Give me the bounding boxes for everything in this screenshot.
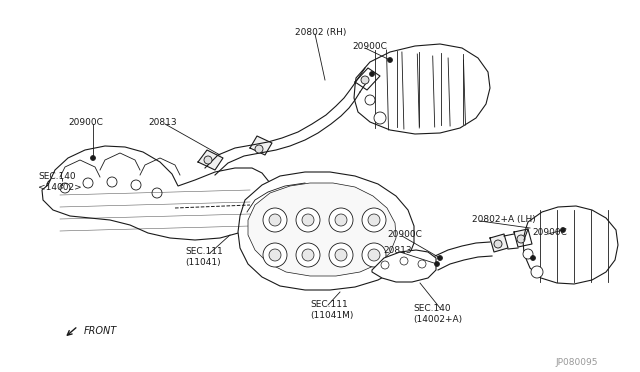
Polygon shape	[523, 206, 618, 284]
Polygon shape	[198, 150, 223, 170]
Circle shape	[335, 249, 347, 261]
Polygon shape	[435, 242, 492, 270]
Circle shape	[361, 76, 369, 84]
Circle shape	[60, 183, 70, 193]
Circle shape	[387, 58, 392, 62]
Polygon shape	[490, 234, 508, 252]
Polygon shape	[250, 136, 272, 155]
Circle shape	[368, 249, 380, 261]
Polygon shape	[238, 172, 414, 290]
Circle shape	[374, 112, 386, 124]
Circle shape	[107, 177, 117, 187]
Circle shape	[435, 262, 440, 266]
Circle shape	[83, 178, 93, 188]
Circle shape	[302, 214, 314, 226]
Circle shape	[381, 261, 389, 269]
Circle shape	[296, 243, 320, 267]
Polygon shape	[514, 229, 532, 247]
Text: 20802+A (LH): 20802+A (LH)	[472, 215, 536, 224]
Circle shape	[362, 208, 386, 232]
Text: 20813: 20813	[148, 118, 177, 127]
Circle shape	[302, 249, 314, 261]
Text: FRONT: FRONT	[84, 326, 117, 336]
Text: 20900C: 20900C	[387, 230, 422, 239]
Circle shape	[335, 214, 347, 226]
Circle shape	[152, 188, 162, 198]
Text: SEC.111: SEC.111	[310, 300, 348, 309]
Text: 20813: 20813	[383, 246, 412, 255]
Text: <14002>: <14002>	[38, 183, 82, 192]
Text: (11041M): (11041M)	[310, 311, 353, 320]
Text: (11041): (11041)	[185, 258, 221, 267]
Text: SEC.140: SEC.140	[38, 172, 76, 181]
Text: SEC.140: SEC.140	[413, 304, 451, 313]
Circle shape	[269, 214, 281, 226]
Polygon shape	[248, 183, 396, 276]
Circle shape	[517, 235, 525, 243]
Circle shape	[523, 249, 533, 259]
Circle shape	[255, 145, 263, 153]
Circle shape	[369, 71, 374, 77]
Circle shape	[418, 260, 426, 268]
Circle shape	[263, 208, 287, 232]
Text: 20900C: 20900C	[68, 118, 103, 127]
Circle shape	[368, 214, 380, 226]
Text: 20900C: 20900C	[532, 228, 567, 237]
Circle shape	[531, 256, 536, 260]
Circle shape	[269, 249, 281, 261]
Circle shape	[204, 156, 212, 164]
Polygon shape	[205, 83, 360, 175]
Circle shape	[296, 208, 320, 232]
Circle shape	[531, 266, 543, 278]
Polygon shape	[372, 250, 436, 282]
Circle shape	[329, 208, 353, 232]
Text: JP080095: JP080095	[556, 358, 598, 367]
Circle shape	[263, 243, 287, 267]
Text: 20802 (RH): 20802 (RH)	[295, 28, 346, 37]
Polygon shape	[354, 44, 490, 134]
Polygon shape	[355, 68, 380, 90]
Circle shape	[365, 95, 375, 105]
Circle shape	[400, 257, 408, 265]
Text: SEC.111: SEC.111	[185, 247, 223, 256]
Circle shape	[362, 243, 386, 267]
Circle shape	[494, 240, 502, 248]
Circle shape	[438, 256, 442, 260]
Circle shape	[329, 243, 353, 267]
Polygon shape	[42, 146, 272, 240]
Circle shape	[131, 180, 141, 190]
Circle shape	[561, 228, 566, 232]
Polygon shape	[46, 157, 168, 215]
Circle shape	[90, 155, 95, 160]
Text: 20900C: 20900C	[352, 42, 387, 51]
Text: (14002+A): (14002+A)	[413, 315, 462, 324]
